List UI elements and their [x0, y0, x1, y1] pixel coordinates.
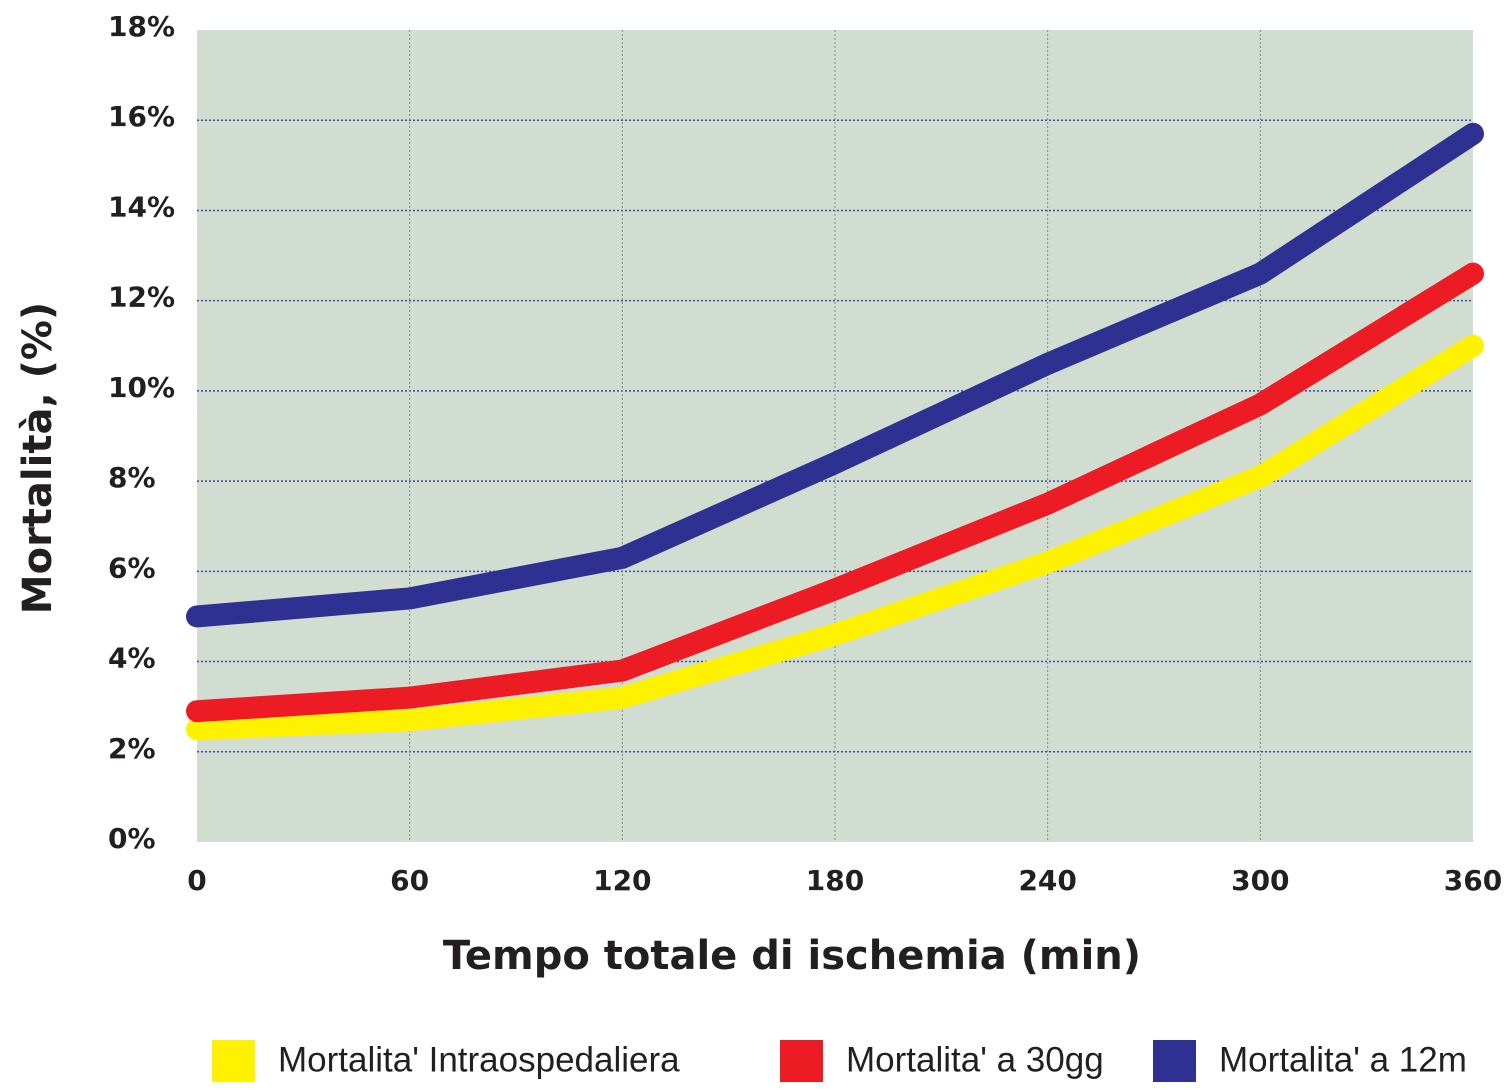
x-tick-label: 120: [593, 864, 651, 897]
series-line: [186, 122, 1484, 628]
y-tick-label: 12%: [108, 281, 175, 314]
x-axis-title: Tempo totale di ischemia (min): [443, 933, 1141, 979]
y-tick-label: 16%: [108, 100, 175, 133]
y-tick-label: 6%: [108, 551, 156, 584]
legend-swatch: [780, 1040, 823, 1082]
y-tick-label: 8%: [108, 461, 156, 494]
legend-swatch: [1153, 1040, 1196, 1082]
legend-label: Mortalita' Intraospedaliera: [278, 1040, 680, 1079]
x-tick-label: 180: [806, 864, 864, 897]
y-tick-label: 14%: [108, 190, 175, 223]
series-line: [186, 262, 1484, 723]
y-tick-label: 2%: [108, 732, 156, 765]
x-tick-label: 0: [187, 864, 206, 897]
y-axis-title: Mortalità, (%): [15, 302, 61, 614]
legend-label: Mortalita' a 12m: [1219, 1040, 1467, 1079]
y-tick-label: 10%: [108, 371, 175, 404]
x-tick-label: 300: [1231, 864, 1289, 897]
legend-label: Mortalita' a 30gg: [846, 1040, 1104, 1079]
y-tick-label: 18%: [108, 10, 175, 43]
x-tick-label: 240: [1018, 864, 1076, 897]
series-line: [186, 334, 1484, 741]
y-tick-label: 4%: [108, 642, 156, 675]
legend-swatch: [212, 1040, 255, 1082]
x-tick-label: 60: [390, 864, 429, 897]
y-tick-label: 0%: [108, 822, 156, 855]
x-tick-label: 360: [1444, 864, 1502, 897]
